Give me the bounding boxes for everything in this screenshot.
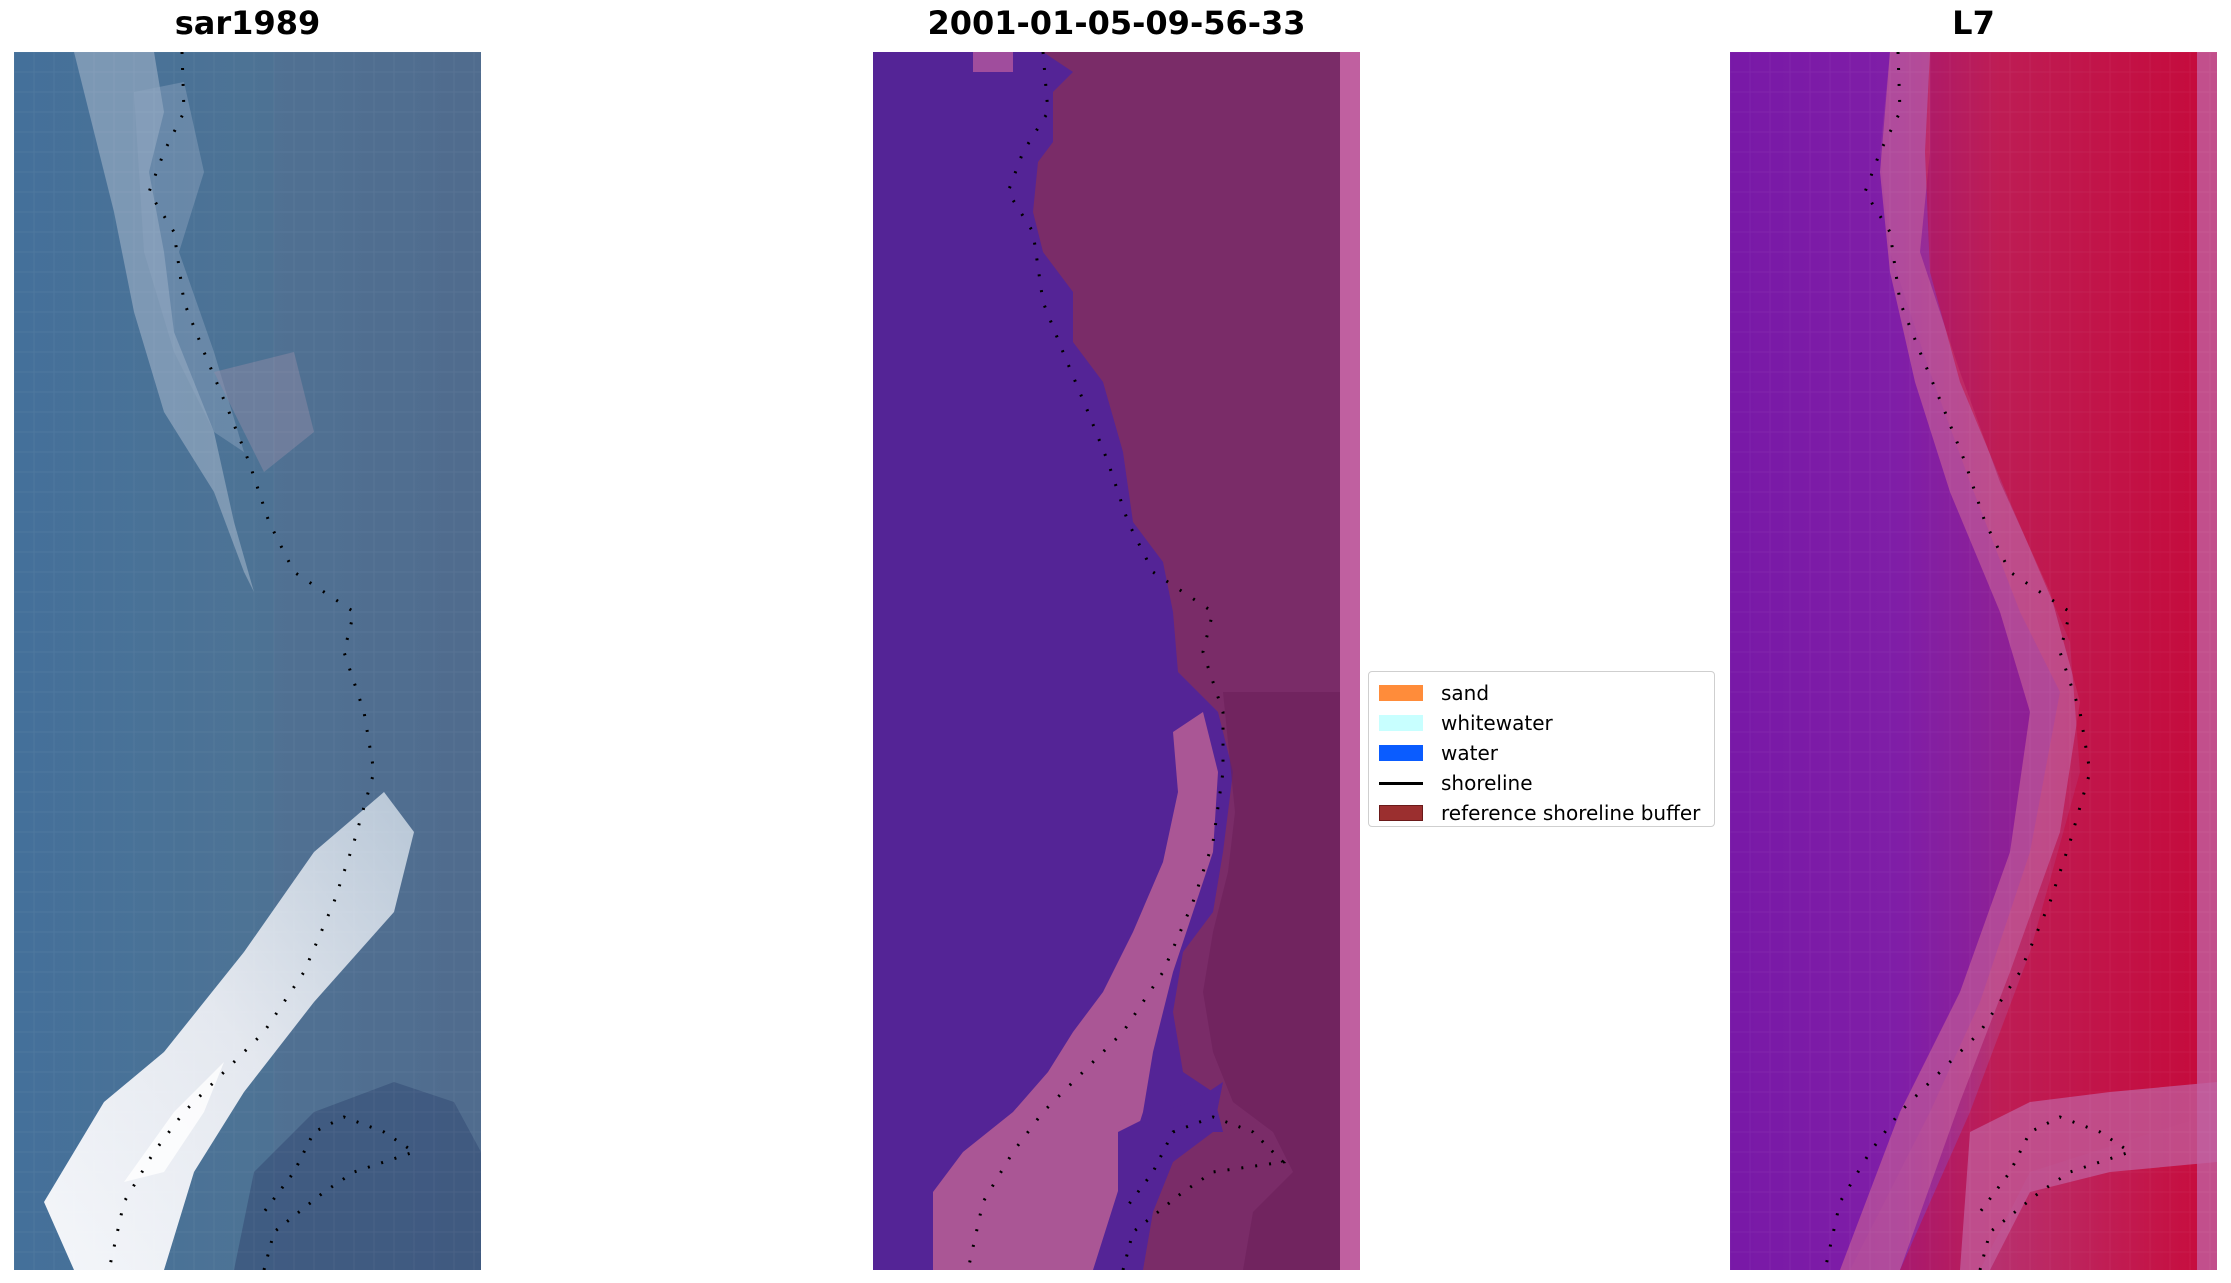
- legend-label-whitewater: whitewater: [1441, 711, 1553, 735]
- legend-label-water: water: [1441, 741, 1498, 765]
- classified-image: [873, 52, 1360, 1270]
- legend-item-water: water: [1379, 738, 1704, 768]
- legend-item-shoreline: shoreline: [1379, 768, 1704, 798]
- legend-label-reference-buffer: reference shoreline buffer: [1441, 801, 1701, 825]
- water-swatch: [1379, 745, 1423, 761]
- whitewater-swatch: [1379, 715, 1423, 731]
- legend-item-whitewater: whitewater: [1379, 708, 1704, 738]
- panel-title-classified: 2001-01-05-09-56-33: [927, 4, 1306, 42]
- reference-buffer-swatch: [1379, 805, 1423, 821]
- legend-label-sand: sand: [1441, 681, 1490, 705]
- legend-item-reference-buffer: reference shoreline buffer: [1379, 798, 1704, 828]
- panel-title-rgb: sar1989: [174, 4, 321, 42]
- rgb-satellite-image: [14, 52, 481, 1270]
- sand-swatch: [1379, 685, 1423, 701]
- legend-item-sand: sand: [1379, 678, 1704, 708]
- index-image: [1730, 52, 2217, 1270]
- shoreline-line-swatch: [1379, 781, 1423, 785]
- panel-title-index: L7: [1952, 4, 1995, 42]
- legend: sand whitewater water shoreline referenc…: [1368, 671, 1715, 827]
- legend-label-shoreline: shoreline: [1441, 771, 1533, 795]
